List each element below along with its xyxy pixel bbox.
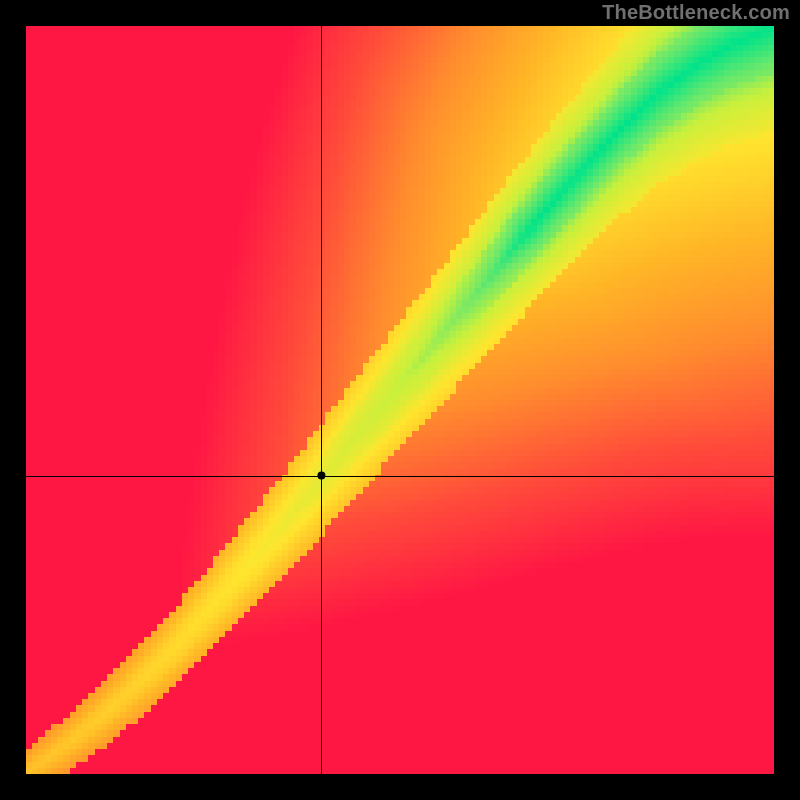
bottleneck-heatmap-canvas — [0, 0, 800, 800]
chart-border-bottom — [0, 774, 800, 800]
chart-frame: TheBottleneck.com — [0, 0, 800, 800]
watermark-text: TheBottleneck.com — [602, 2, 790, 25]
chart-border-right — [774, 0, 800, 800]
chart-border-left — [0, 0, 26, 800]
